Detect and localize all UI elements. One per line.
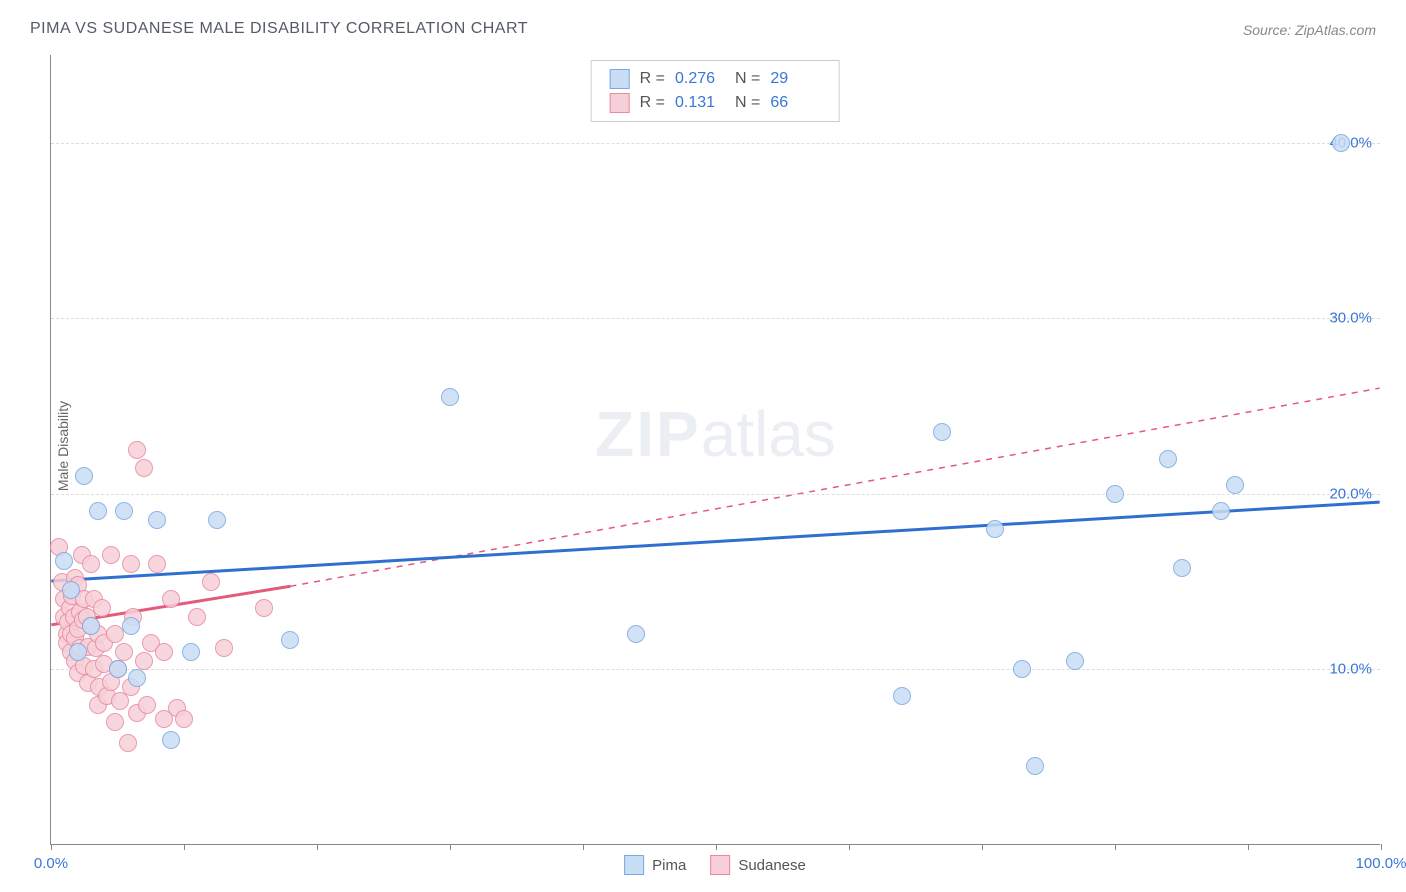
gridline: [51, 494, 1380, 495]
xtick-label: 0.0%: [34, 855, 68, 872]
xtick: [1248, 844, 1249, 850]
point-pima: [162, 731, 180, 749]
point-pima: [1106, 485, 1124, 503]
point-pima: [1066, 652, 1084, 670]
point-sudanese: [115, 643, 133, 661]
point-pima: [1013, 660, 1031, 678]
point-pima: [208, 511, 226, 529]
xtick: [583, 844, 584, 850]
swatch-pima: [610, 69, 630, 89]
point-pima: [148, 511, 166, 529]
point-sudanese: [102, 546, 120, 564]
point-pima: [182, 643, 200, 661]
point-sudanese: [202, 573, 220, 591]
point-pima: [933, 423, 951, 441]
point-sudanese: [82, 555, 100, 573]
point-pima: [627, 625, 645, 643]
point-sudanese: [93, 599, 111, 617]
point-sudanese: [135, 652, 153, 670]
stats-row-pima: R = 0.276 N = 29: [610, 67, 821, 91]
point-pima: [109, 660, 127, 678]
legend-item-sudanese: Sudanese: [710, 855, 806, 875]
n-value-sudanese: 66: [770, 94, 820, 112]
xtick: [982, 844, 983, 850]
point-pima: [89, 502, 107, 520]
point-pima: [69, 643, 87, 661]
point-sudanese: [215, 639, 233, 657]
xtick: [51, 844, 52, 850]
point-pima: [75, 467, 93, 485]
n-value-pima: 29: [770, 70, 820, 88]
point-pima: [128, 669, 146, 687]
point-pima: [1226, 476, 1244, 494]
ytick-label: 10.0%: [1329, 661, 1372, 678]
point-sudanese: [135, 459, 153, 477]
trend-line: [290, 388, 1379, 586]
ytick-label: 30.0%: [1329, 310, 1372, 327]
stats-box: R = 0.276 N = 29 R = 0.131 N = 66: [591, 60, 840, 122]
xtick: [1115, 844, 1116, 850]
point-pima: [82, 617, 100, 635]
n-label: N =: [735, 70, 760, 88]
point-pima: [122, 617, 140, 635]
xtick-label: 100.0%: [1356, 855, 1406, 872]
point-pima: [55, 552, 73, 570]
r-value-pima: 0.276: [675, 70, 725, 88]
point-pima: [281, 631, 299, 649]
gridline: [51, 669, 1380, 670]
point-sudanese: [162, 590, 180, 608]
ytick-label: 20.0%: [1329, 485, 1372, 502]
watermark-bold: ZIP: [595, 398, 701, 470]
xtick: [317, 844, 318, 850]
point-pima: [893, 687, 911, 705]
point-sudanese: [106, 713, 124, 731]
legend-swatch-sudanese: [710, 855, 730, 875]
point-sudanese: [155, 643, 173, 661]
xtick: [450, 844, 451, 850]
watermark-light: atlas: [701, 398, 836, 470]
point-sudanese: [188, 608, 206, 626]
point-sudanese: [122, 555, 140, 573]
chart-container: ZIPatlas 10.0%20.0%30.0%40.0%0.0%100.0% …: [50, 55, 1380, 845]
point-sudanese: [148, 555, 166, 573]
point-pima: [115, 502, 133, 520]
xtick: [184, 844, 185, 850]
point-pima: [1026, 757, 1044, 775]
gridline: [51, 318, 1380, 319]
legend-swatch-pima: [624, 855, 644, 875]
source-label: Source: ZipAtlas.com: [1243, 22, 1376, 38]
xtick: [716, 844, 717, 850]
point-sudanese: [138, 696, 156, 714]
legend-label-pima: Pima: [652, 857, 686, 874]
point-pima: [1212, 502, 1230, 520]
point-pima: [1332, 134, 1350, 152]
swatch-sudanese: [610, 93, 630, 113]
point-sudanese: [255, 599, 273, 617]
point-pima: [1159, 450, 1177, 468]
chart-title: PIMA VS SUDANESE MALE DISABILITY CORRELA…: [30, 20, 528, 38]
r-label: R =: [640, 70, 665, 88]
point-pima: [986, 520, 1004, 538]
r-value-sudanese: 0.131: [675, 94, 725, 112]
legend-label-sudanese: Sudanese: [738, 857, 806, 874]
point-pima: [441, 388, 459, 406]
trend-lines-svg: [51, 55, 1380, 844]
point-sudanese: [175, 710, 193, 728]
xtick: [849, 844, 850, 850]
point-pima: [1173, 559, 1191, 577]
legend: Pima Sudanese: [624, 855, 806, 875]
n-label: N =: [735, 94, 760, 112]
point-pima: [62, 581, 80, 599]
watermark: ZIPatlas: [595, 397, 836, 471]
gridline: [51, 143, 1380, 144]
plot-area: ZIPatlas 10.0%20.0%30.0%40.0%0.0%100.0%: [50, 55, 1380, 845]
xtick: [1381, 844, 1382, 850]
point-sudanese: [106, 625, 124, 643]
legend-item-pima: Pima: [624, 855, 686, 875]
point-sudanese: [128, 441, 146, 459]
r-label: R =: [640, 94, 665, 112]
point-sudanese: [119, 734, 137, 752]
stats-row-sudanese: R = 0.131 N = 66: [610, 91, 821, 115]
